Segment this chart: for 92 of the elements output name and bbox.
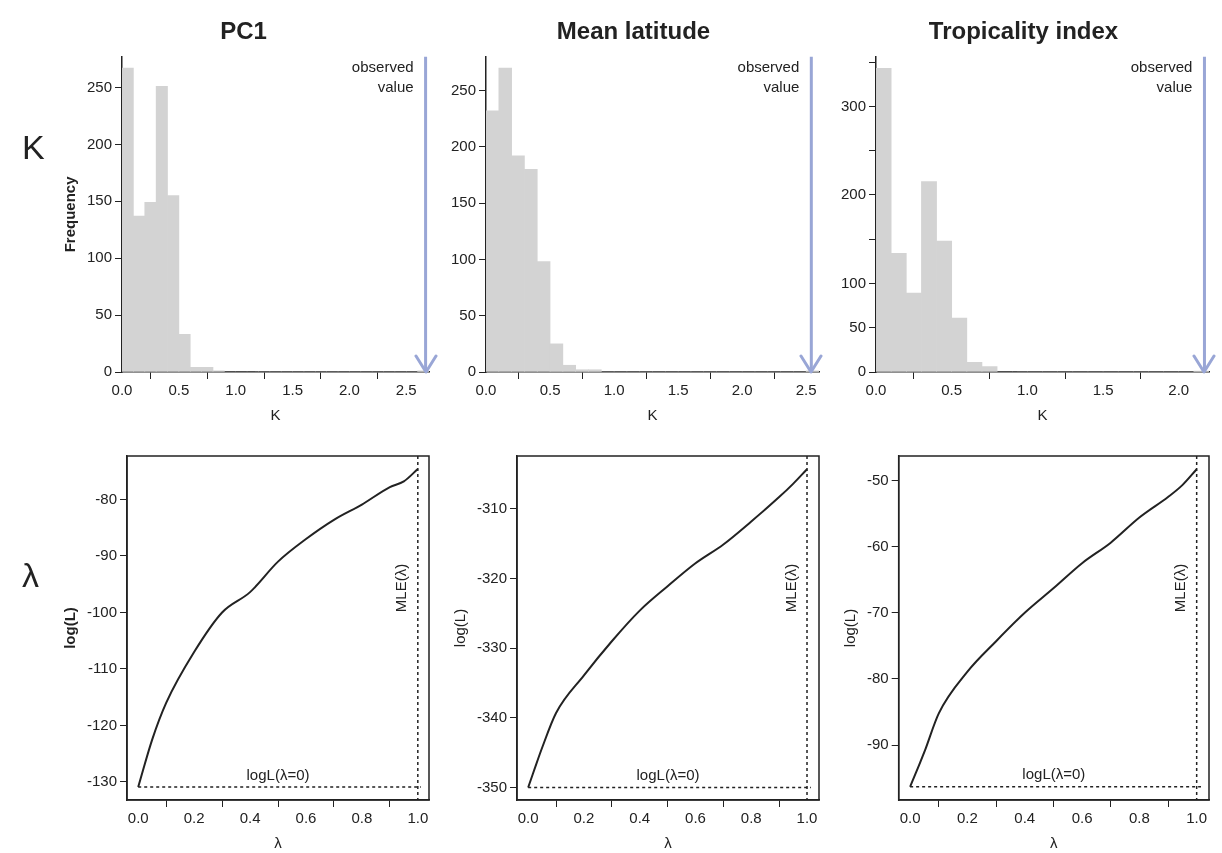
- x-tick-label: 2.0: [1168, 381, 1190, 399]
- y-axis-title: log(L): [841, 608, 859, 648]
- x-tick-label: 0.0: [111, 381, 133, 399]
- x-tick-label: 0.2: [183, 809, 205, 827]
- x-tick-label: 2.5: [395, 381, 417, 399]
- y-tick-label: -110: [88, 659, 118, 677]
- x-tick-label: 2.0: [731, 381, 753, 399]
- annotation: logL(λ=0): [246, 765, 310, 783]
- x-axis-title: λ: [274, 834, 283, 852]
- y-tick-label: -320: [476, 568, 508, 586]
- x-tick-label: 1.0: [1186, 809, 1208, 827]
- text: K: [22, 128, 45, 167]
- y-axis-title: log(L): [61, 607, 79, 649]
- x-tick-label: 1.0: [407, 809, 429, 827]
- x-tick-label: 0.8: [740, 809, 762, 827]
- x-tick-label: 0.8: [351, 809, 373, 827]
- y-tick-label: 50: [849, 317, 867, 335]
- ref-line-label: observed value: [351, 58, 414, 96]
- x-tick-label: 0.5: [539, 381, 561, 399]
- annotation: logL(λ=0): [636, 766, 700, 784]
- x-axis-title: λ: [664, 834, 673, 852]
- x-tick-label: 0.2: [573, 809, 595, 827]
- y-tick-label: 100: [841, 273, 867, 291]
- x-tick-label: 0.4: [239, 809, 261, 827]
- x-axis-title: K: [270, 406, 281, 424]
- y-tick-label: 150: [87, 191, 113, 209]
- y-tick-label: -60: [866, 536, 889, 554]
- x-tick-label: 0.8: [1128, 809, 1150, 827]
- x-tick-label: 0.0: [475, 381, 497, 399]
- y-tick-label: -50: [866, 470, 889, 488]
- x-tick-label: 1.5: [282, 381, 303, 399]
- x-tick-label: 1.0: [796, 809, 818, 827]
- ref-line-label: observed value: [1130, 58, 1193, 96]
- y-tick-label: -310: [476, 499, 508, 517]
- y-tick-label: -70: [866, 602, 889, 620]
- x-tick-label: 2.5: [795, 381, 817, 399]
- x-tick-label: 0.4: [1014, 809, 1036, 827]
- y-axis-title: Frequency: [61, 175, 79, 253]
- text: λ: [22, 556, 39, 595]
- y-axis-title: log(L): [451, 608, 469, 648]
- y-tick-label: -90: [866, 735, 889, 753]
- y-tick-label: 150: [451, 193, 477, 211]
- y-tick-label: 0: [103, 362, 113, 380]
- chart-title: PC1: [220, 17, 267, 45]
- y-tick-label: -340: [476, 707, 508, 725]
- x-tick-label: 0.0: [127, 809, 149, 827]
- y-tick-label: 300: [841, 96, 867, 114]
- ref-line-label: observed value: [737, 58, 800, 96]
- x-tick-label: 0.4: [629, 809, 651, 827]
- y-tick-label: -80: [866, 669, 889, 687]
- y-tick-label: 200: [87, 134, 113, 152]
- x-tick-label: 1.0: [225, 381, 247, 399]
- x-tick-label: 1.5: [1092, 381, 1114, 399]
- x-tick-label: 0.6: [295, 809, 317, 827]
- x-tick-label: 0.0: [517, 809, 539, 827]
- ref-line-label: MLE(λ): [392, 563, 410, 613]
- y-tick-label: 50: [95, 305, 113, 323]
- y-tick-label: 100: [451, 249, 477, 267]
- chart-title: Mean latitude: [556, 17, 711, 45]
- x-tick-label: 2.0: [338, 381, 360, 399]
- x-tick-label: 0.2: [957, 809, 978, 827]
- y-tick-label: 200: [841, 185, 867, 203]
- ref-line-label: MLE(λ): [781, 563, 799, 613]
- x-axis-title: K: [647, 406, 658, 424]
- y-tick-label: -120: [86, 715, 118, 733]
- y-tick-label: -130: [86, 772, 118, 790]
- x-tick-label: 1.0: [1016, 381, 1038, 399]
- x-tick-label: 1.5: [667, 381, 689, 399]
- y-tick-label: -90: [95, 546, 118, 564]
- y-tick-label: 250: [87, 77, 113, 95]
- x-tick-label: 0.0: [865, 381, 887, 399]
- y-tick-label: 0: [467, 362, 477, 380]
- y-tick-label: -100: [86, 602, 118, 620]
- annotation: logL(λ=0): [1022, 765, 1086, 783]
- x-tick-label: 0.6: [1071, 809, 1093, 827]
- x-tick-label: 0.6: [685, 809, 706, 827]
- chart-title: Tropicality index: [928, 17, 1119, 45]
- y-tick-label: -80: [95, 489, 118, 507]
- y-tick-label: 250: [451, 80, 477, 98]
- x-tick-label: 1.0: [603, 381, 625, 399]
- x-tick-label: 0.5: [941, 381, 963, 399]
- x-tick-label: 0.0: [899, 809, 921, 827]
- y-tick-label: -330: [476, 638, 508, 656]
- y-tick-label: -350: [476, 777, 508, 795]
- ref-line-label: MLE(λ): [1171, 563, 1189, 613]
- x-axis-title: K: [1037, 406, 1048, 424]
- y-tick-label: 0: [857, 362, 867, 380]
- x-axis-title: λ: [1050, 834, 1059, 852]
- y-tick-label: 200: [451, 137, 477, 154]
- y-tick-label: 50: [459, 305, 477, 323]
- x-tick-label: 0.5: [168, 381, 190, 399]
- y-tick-label: 100: [87, 248, 113, 266]
